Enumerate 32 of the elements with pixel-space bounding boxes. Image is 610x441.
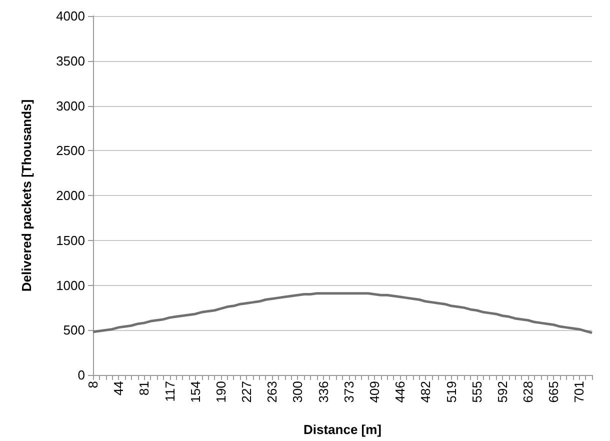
x-tick-label: 300: [290, 381, 306, 403]
y-tick-label: 2000: [56, 188, 85, 203]
x-tick-label: 446: [392, 381, 408, 403]
x-tick-label: 592: [494, 381, 510, 403]
x-tick-label: 81: [136, 381, 152, 396]
x-tick-label: 665: [546, 381, 562, 403]
x-tick-label: 519: [444, 381, 459, 403]
x-tick-label: 373: [341, 381, 356, 403]
x-tick-label: 44: [111, 381, 126, 396]
x-tick-label: 227: [239, 381, 254, 403]
x-tick-label: 336: [316, 381, 331, 403]
x-tick-label: 263: [264, 381, 280, 403]
y-tick-label: 2500: [56, 143, 85, 158]
x-tick-label: 409: [366, 381, 382, 403]
y-tick-label: 500: [63, 322, 85, 338]
x-tick-label: 8: [86, 381, 100, 388]
y-tick-label: 0: [78, 368, 85, 382]
y-tick-label: 4000: [56, 8, 85, 24]
x-tick-label: 190: [213, 381, 228, 403]
x-tick-label: 117: [162, 381, 178, 402]
y-tick-label: 3500: [56, 53, 85, 68]
x-axis-title: Distance [m]: [303, 422, 382, 437]
x-tick-label: 154: [188, 381, 203, 403]
x-tick-label: 628: [520, 381, 536, 403]
y-tick-label: 1000: [56, 278, 85, 293]
line-series: [92, 292, 594, 334]
y-axis-title: Delivered packets [Thousands]: [19, 99, 34, 292]
x-tick-label: 482: [418, 381, 434, 403]
x-tick-label: 555: [469, 381, 484, 403]
y-tick-label: 3000: [56, 98, 85, 114]
x-tick-label: 701: [572, 381, 587, 403]
y-tick-label: 1500: [56, 232, 85, 248]
